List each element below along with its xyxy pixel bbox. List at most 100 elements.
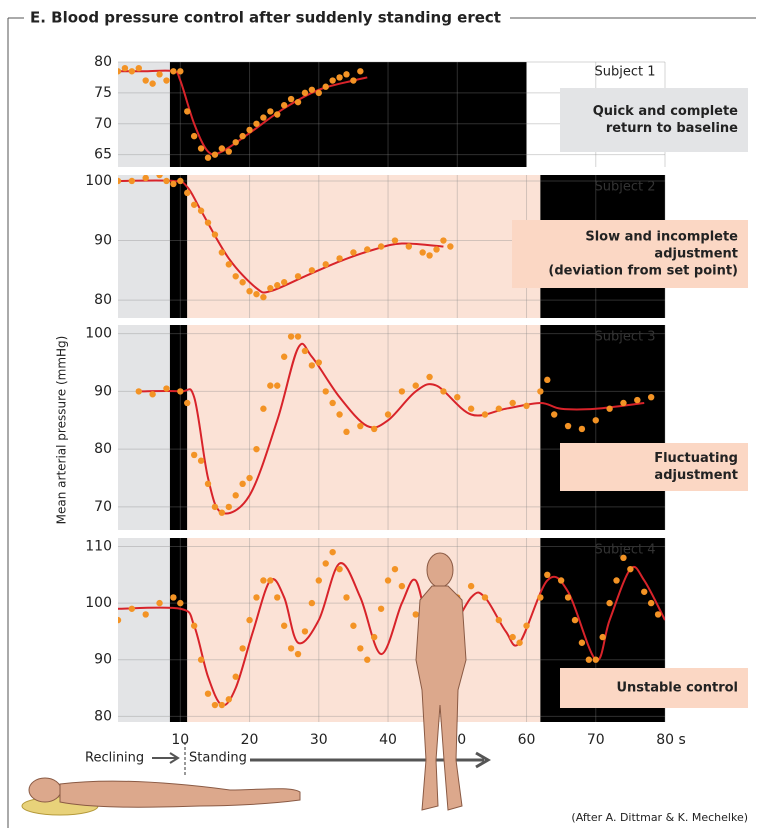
data-point — [578, 425, 586, 433]
subtitle: Subject 1 — [594, 65, 655, 80]
data-point — [197, 457, 205, 464]
data-point — [537, 594, 544, 601]
data-point — [274, 594, 281, 601]
data-point — [516, 639, 523, 646]
data-point — [253, 120, 260, 127]
data-point — [246, 126, 253, 134]
data-point — [190, 451, 198, 459]
data-point — [343, 594, 350, 601]
data-point — [294, 650, 302, 658]
data-point — [246, 616, 253, 624]
data-point — [163, 385, 170, 392]
data-point — [315, 577, 322, 584]
y-tick-label: 90 — [94, 383, 112, 399]
annotation-box — [560, 88, 748, 152]
data-point — [163, 77, 170, 84]
annotation: Unstable control — [616, 681, 738, 696]
annotation: adjustment — [654, 247, 738, 262]
data-point — [370, 425, 378, 433]
data-point — [274, 111, 281, 118]
data-point — [190, 622, 198, 629]
data-point — [149, 80, 156, 87]
data-point — [197, 207, 205, 214]
data-point — [287, 333, 295, 340]
data-point — [391, 237, 399, 244]
data-point — [329, 399, 336, 407]
data-point — [128, 68, 136, 75]
data-point — [204, 480, 212, 488]
data-point — [377, 605, 385, 612]
series — [135, 333, 655, 516]
data-point — [287, 645, 295, 652]
data-point — [225, 148, 232, 155]
x-tick-label: 60 — [518, 732, 536, 748]
phase-band — [187, 325, 541, 530]
data-point — [322, 560, 329, 567]
data-point — [246, 474, 253, 482]
data-point — [294, 273, 302, 280]
data-point — [426, 252, 433, 259]
data-point — [454, 393, 461, 401]
x-tick-label: 30 — [310, 732, 328, 748]
annotation: Quick and complete — [593, 104, 738, 119]
data-point — [184, 399, 191, 407]
data-point — [523, 402, 530, 410]
data-point — [239, 480, 246, 488]
data-point — [260, 114, 267, 121]
annotation-box — [560, 443, 748, 491]
data-point — [398, 388, 406, 395]
data-point — [329, 77, 336, 84]
data-point — [571, 616, 579, 624]
data-point — [204, 154, 212, 161]
data-point — [218, 145, 226, 152]
data-point — [467, 405, 475, 412]
data-point — [225, 261, 232, 268]
data-point — [308, 86, 316, 93]
data-point — [467, 582, 475, 590]
data-point — [142, 175, 149, 182]
series — [118, 548, 665, 709]
phase-band — [118, 175, 170, 318]
data-point — [177, 177, 184, 185]
data-point — [357, 645, 364, 652]
data-point — [118, 177, 122, 185]
data-point — [142, 77, 149, 84]
data-point — [218, 509, 226, 516]
data-point — [440, 237, 447, 244]
data-point — [170, 68, 177, 75]
data-point — [620, 554, 627, 562]
panel: 80 90 100 110 Subject 4 Unstable control — [85, 538, 748, 724]
data-point — [585, 656, 593, 663]
data-point — [190, 201, 198, 208]
credit: (After A. Dittmar & K. Mechelke) — [571, 811, 748, 824]
data-point — [225, 696, 232, 703]
data-point — [170, 594, 177, 601]
data-point — [336, 411, 343, 418]
data-point — [350, 77, 357, 84]
curve — [118, 562, 665, 707]
data-point — [509, 399, 516, 407]
data-point — [294, 98, 302, 106]
data-point — [280, 102, 288, 109]
data-point — [267, 382, 274, 389]
x-tick-label: 10 — [171, 732, 189, 748]
data-point — [260, 577, 267, 584]
data-point — [495, 616, 503, 624]
annotation-box — [560, 668, 748, 708]
curve — [118, 179, 444, 294]
data-point — [197, 145, 205, 152]
series — [118, 64, 368, 161]
y-axis-label: Mean arterial pressure (mmHg) — [55, 336, 69, 525]
data-point — [135, 64, 142, 72]
panels: 65 70 75 80 Subject 1 Quick and complete retur… — [85, 54, 748, 748]
curve — [138, 342, 645, 515]
data-point — [128, 177, 136, 185]
data-point — [481, 411, 489, 418]
x-tick-label: 80 s — [656, 732, 686, 748]
data-point — [641, 588, 648, 595]
data-point — [142, 611, 149, 618]
data-point — [419, 249, 426, 256]
y-tick-label: 75 — [94, 85, 112, 101]
data-point — [170, 180, 177, 188]
